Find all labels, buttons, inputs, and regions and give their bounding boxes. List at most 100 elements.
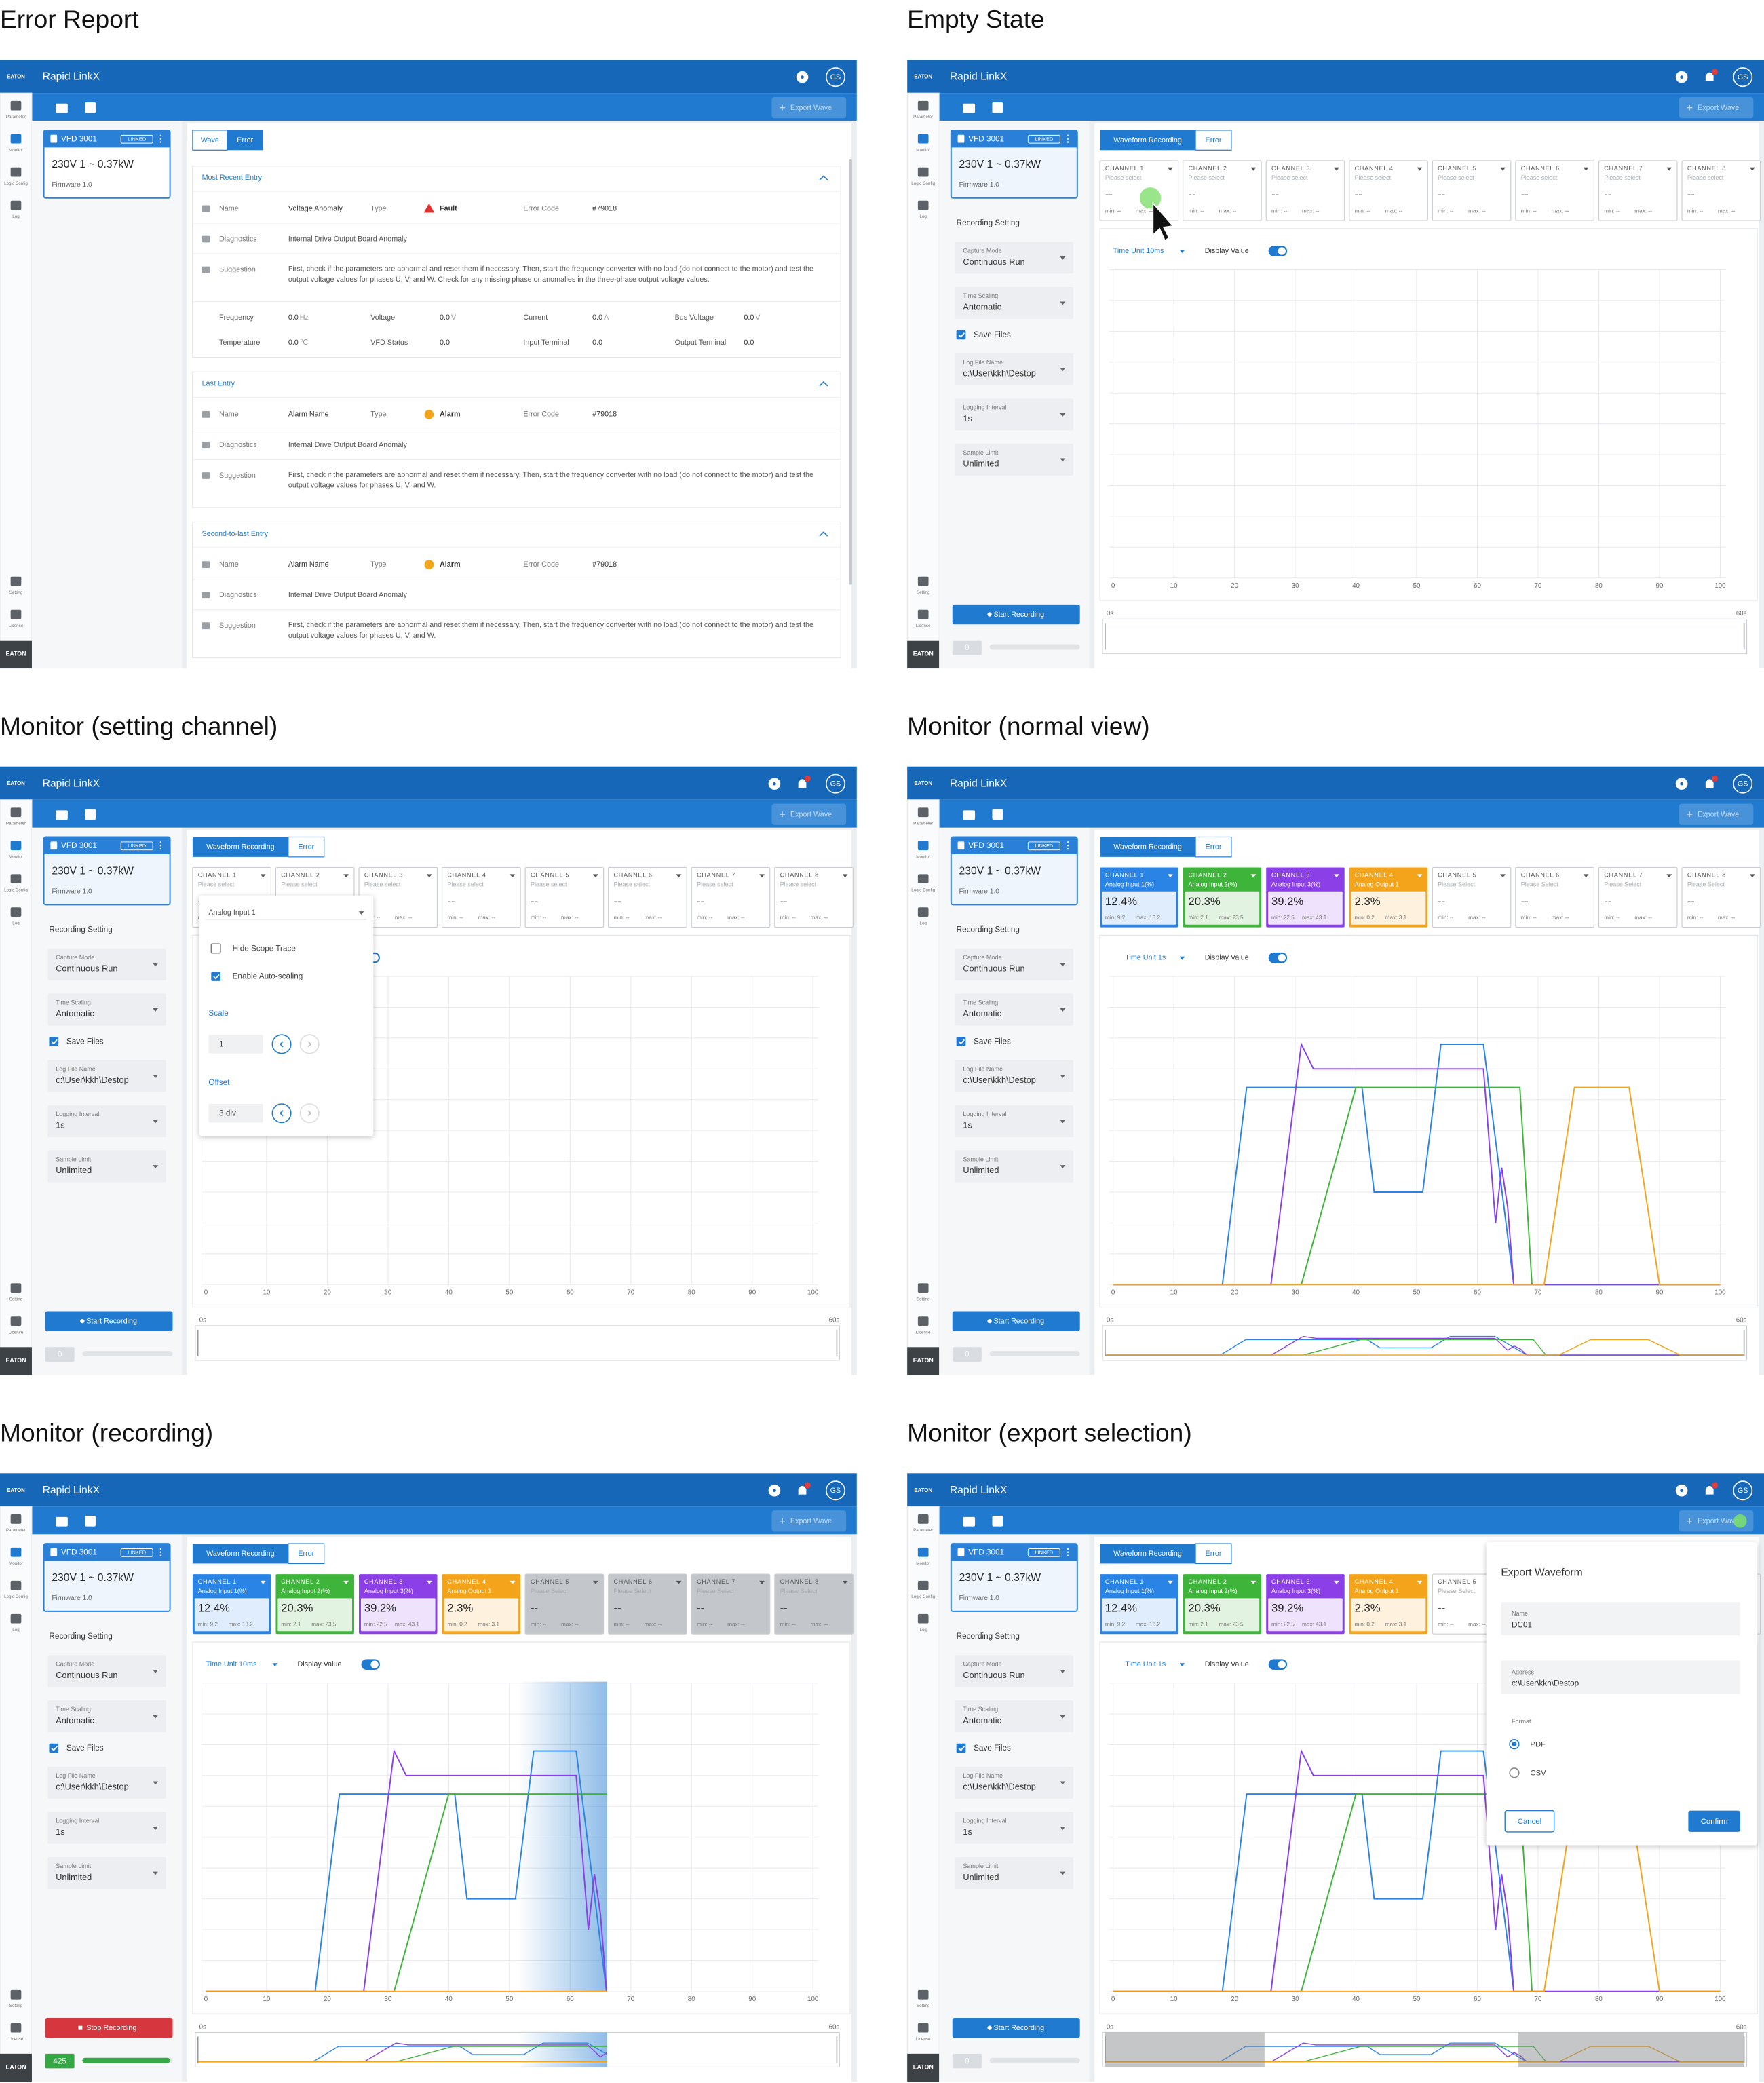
user-avatar[interactable] bbox=[825, 67, 845, 88]
sidebar-icon[interactable] bbox=[917, 200, 929, 210]
export-button[interactable] bbox=[1679, 1510, 1754, 1532]
channel-card[interactable] bbox=[1681, 160, 1761, 221]
time-unit-select[interactable]: Time Unit 10ms bbox=[206, 1660, 256, 1668]
setting-field[interactable] bbox=[955, 242, 1073, 274]
channel-card[interactable] bbox=[1265, 160, 1345, 221]
setting-field[interactable] bbox=[47, 1812, 166, 1844]
save-files-checkbox[interactable] bbox=[956, 330, 966, 340]
tab[interactable] bbox=[288, 1543, 325, 1565]
tab[interactable] bbox=[1195, 1543, 1232, 1565]
open-folder-icon[interactable] bbox=[56, 103, 68, 113]
notification-bell[interactable] bbox=[798, 1485, 807, 1495]
tab-active[interactable] bbox=[192, 837, 288, 857]
tab-active[interactable] bbox=[1100, 130, 1196, 151]
save-icon[interactable] bbox=[992, 1515, 1003, 1527]
save-files-checkbox[interactable] bbox=[49, 1743, 59, 1753]
sidebar-icon[interactable] bbox=[917, 1547, 929, 1557]
setting-field[interactable] bbox=[47, 1105, 166, 1137]
setting-field[interactable] bbox=[955, 353, 1073, 385]
decrement-button[interactable] bbox=[271, 1103, 292, 1124]
tab-active[interactable] bbox=[1100, 1544, 1196, 1564]
number-input[interactable] bbox=[208, 1104, 263, 1123]
text-field[interactable] bbox=[1501, 1602, 1740, 1636]
channel-card[interactable] bbox=[1598, 866, 1678, 928]
time-unit-select[interactable]: Time Unit 1s bbox=[1125, 1660, 1166, 1668]
setting-field[interactable] bbox=[955, 286, 1073, 319]
sidebar-icon[interactable] bbox=[917, 576, 929, 586]
sidebar-icon[interactable] bbox=[10, 576, 22, 586]
sidebar-icon[interactable] bbox=[10, 1613, 22, 1624]
tab[interactable] bbox=[288, 836, 325, 858]
sidebar-icon[interactable] bbox=[10, 1316, 22, 1326]
setting-field[interactable] bbox=[955, 1655, 1073, 1687]
increment-button[interactable] bbox=[299, 1034, 320, 1054]
sidebar-icon[interactable] bbox=[917, 1514, 929, 1524]
cancel-button[interactable] bbox=[1504, 1810, 1555, 1833]
notification-bell[interactable] bbox=[1705, 1485, 1714, 1495]
channel-card[interactable] bbox=[1183, 160, 1262, 221]
sidebar-icon[interactable] bbox=[917, 2023, 929, 2033]
sidebar-icon[interactable] bbox=[917, 134, 929, 144]
text-field[interactable] bbox=[1501, 1660, 1740, 1694]
radio-button[interactable] bbox=[1509, 1767, 1520, 1778]
tab[interactable] bbox=[1195, 130, 1232, 151]
channel-card[interactable] bbox=[774, 1573, 854, 1635]
open-folder-icon[interactable] bbox=[56, 810, 68, 820]
open-folder-icon[interactable] bbox=[963, 810, 976, 820]
time-unit-select[interactable]: Time Unit 1s bbox=[1125, 954, 1166, 962]
channel-card[interactable] bbox=[608, 866, 687, 928]
setting-field[interactable] bbox=[955, 1812, 1073, 1844]
setting-field[interactable] bbox=[47, 1655, 166, 1687]
sidebar-icon[interactable] bbox=[917, 1989, 929, 2000]
setting-field[interactable] bbox=[955, 948, 1073, 980]
setting-field[interactable] bbox=[47, 1150, 166, 1183]
sidebar-icon[interactable] bbox=[10, 200, 22, 210]
record-button[interactable] bbox=[45, 1311, 173, 1331]
time-unit-select[interactable]: Time Unit 10ms bbox=[1113, 247, 1164, 255]
collapse-chevron[interactable] bbox=[819, 381, 828, 387]
channel-card[interactable] bbox=[1432, 866, 1512, 928]
checkbox-checked[interactable] bbox=[211, 972, 220, 981]
save-icon[interactable] bbox=[992, 102, 1003, 113]
export-button[interactable] bbox=[1679, 96, 1754, 119]
channel-card[interactable] bbox=[1598, 160, 1678, 221]
tab-active[interactable] bbox=[192, 1544, 288, 1564]
setting-field[interactable] bbox=[47, 1060, 166, 1092]
sidebar-icon[interactable] bbox=[10, 1547, 22, 1557]
setting-field[interactable] bbox=[955, 1766, 1073, 1799]
channel-card[interactable] bbox=[1432, 160, 1512, 221]
sidebar-icon[interactable] bbox=[10, 134, 22, 144]
sidebar-icon[interactable] bbox=[10, 2023, 22, 2033]
notification-bell[interactable] bbox=[1705, 72, 1714, 81]
channel-card[interactable] bbox=[774, 866, 854, 928]
setting-field[interactable] bbox=[47, 1857, 166, 1890]
save-icon[interactable] bbox=[85, 809, 96, 820]
export-button[interactable] bbox=[1679, 803, 1754, 825]
open-folder-icon[interactable] bbox=[963, 103, 976, 113]
sidebar-icon[interactable] bbox=[917, 167, 929, 177]
setting-field[interactable] bbox=[47, 948, 166, 980]
record-button[interactable] bbox=[45, 2018, 173, 2038]
sidebar-icon[interactable] bbox=[917, 841, 929, 851]
setting-field[interactable] bbox=[47, 1766, 166, 1799]
sidebar-icon[interactable] bbox=[10, 167, 22, 177]
sidebar-icon[interactable] bbox=[10, 807, 22, 818]
user-avatar[interactable] bbox=[1733, 773, 1753, 794]
sidebar-icon[interactable] bbox=[917, 609, 929, 619]
sidebar-icon[interactable] bbox=[917, 874, 929, 884]
channel-card[interactable] bbox=[441, 866, 521, 928]
sidebar-icon[interactable] bbox=[917, 1316, 929, 1326]
sidebar-icon[interactable] bbox=[10, 100, 22, 111]
sidebar-icon[interactable] bbox=[917, 907, 929, 917]
user-avatar[interactable] bbox=[825, 1480, 845, 1501]
channel-card[interactable] bbox=[524, 1573, 605, 1635]
sidebar-icon[interactable] bbox=[10, 907, 22, 917]
collapse-chevron[interactable] bbox=[819, 175, 828, 180]
channel-card[interactable] bbox=[1515, 160, 1594, 221]
save-icon[interactable] bbox=[992, 809, 1003, 820]
channel-card[interactable] bbox=[1099, 160, 1179, 221]
save-icon[interactable] bbox=[85, 1515, 96, 1527]
save-files-checkbox[interactable] bbox=[956, 1037, 966, 1046]
setting-field[interactable] bbox=[47, 993, 166, 1026]
open-folder-icon[interactable] bbox=[963, 1516, 976, 1527]
